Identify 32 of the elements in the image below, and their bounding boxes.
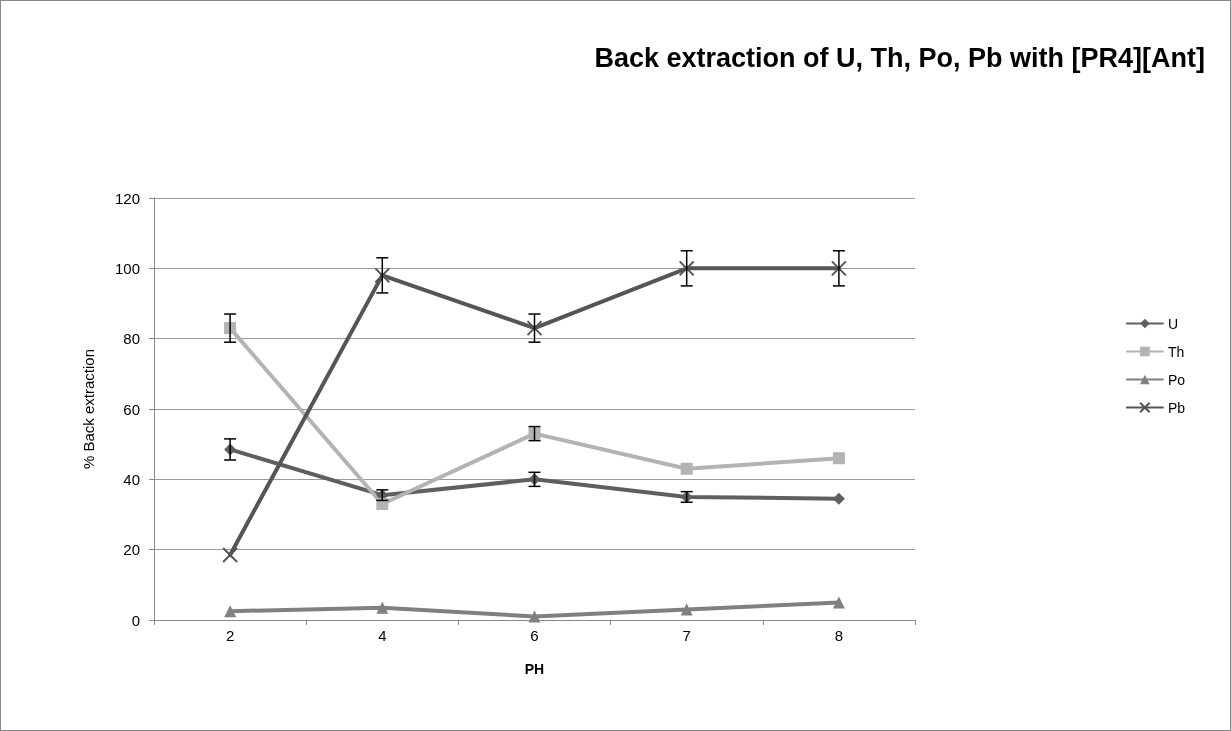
chart-title: Back extraction of U, Th, Po, Pb with [PR4][Ant] (594, 42, 1206, 73)
point (374, 267, 391, 284)
point (526, 320, 543, 337)
x-tick-label: 2 (225, 627, 235, 644)
y-axis-title: % Back extraction (80, 348, 97, 470)
x-tick-label: 6 (530, 627, 539, 644)
point (678, 260, 695, 277)
point (528, 610, 541, 623)
point (680, 462, 693, 475)
x-tick-label: 4 (378, 627, 387, 644)
x-axis-title: PH (524, 661, 545, 677)
legend-label: Po (1167, 371, 1186, 388)
y-tick-label: 100 (114, 259, 140, 277)
point (830, 260, 847, 277)
y-tick-label: 20 (123, 541, 140, 559)
y-tick-label: 40 (123, 470, 140, 488)
point (222, 546, 239, 563)
legend-label: U (1167, 315, 1178, 332)
legend-label: Th (1167, 343, 1185, 360)
x-tick-label: 8 (834, 627, 844, 644)
y-tick-label: 0 (131, 611, 140, 629)
x-tick-label: 7 (682, 627, 691, 644)
point (376, 497, 389, 510)
point (832, 452, 845, 465)
point (680, 603, 693, 616)
y-tick-label: 60 (123, 400, 140, 418)
point (832, 596, 845, 609)
point (224, 605, 237, 618)
point (376, 601, 389, 614)
y-tick-label: 120 (114, 189, 140, 207)
y-tick-label: 80 (123, 330, 140, 348)
legend-label: Pb (1167, 399, 1186, 416)
